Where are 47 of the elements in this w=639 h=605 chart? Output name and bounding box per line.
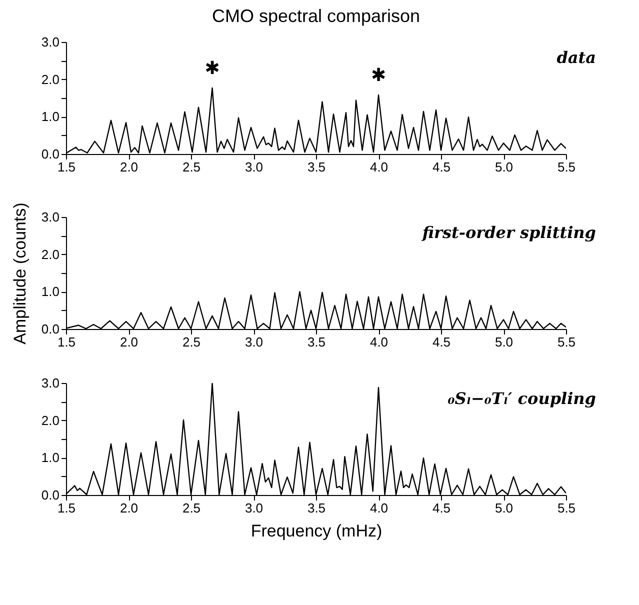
annotation: data xyxy=(556,48,596,67)
y-tick-label: 0.0 xyxy=(41,146,60,162)
y-tick-label: 1.0 xyxy=(41,450,60,466)
x-tick-label: 2.0 xyxy=(120,160,138,174)
x-tick-label: 2.0 xyxy=(120,334,138,350)
x-tick-label: 2.0 xyxy=(120,500,138,516)
x-axis-title: Frequency (mHz) xyxy=(250,522,382,540)
x-tick-label: 3.0 xyxy=(244,500,264,516)
x-tick-label: 5.0 xyxy=(494,500,514,516)
chart-title: CMO spectral comparison xyxy=(212,6,420,26)
y-tick-label: 1.0 xyxy=(41,109,60,124)
x-tick-label: 1.5 xyxy=(57,334,76,350)
x-tick-label: 1.5 xyxy=(57,500,76,516)
x-tick-label: 4.0 xyxy=(370,160,388,174)
x-tick-label: 3.5 xyxy=(307,334,326,350)
x-tick-label: 4.5 xyxy=(432,160,451,174)
y-tick-label: 3.0 xyxy=(41,210,60,224)
x-tick-label: 3.0 xyxy=(244,334,264,350)
y-tick-label: 0.0 xyxy=(41,488,60,502)
annotation: first-order splitting xyxy=(421,223,596,242)
y-tick-label: 2.0 xyxy=(41,72,60,87)
annotation: ✱ xyxy=(204,58,220,79)
y-tick-label: 2.0 xyxy=(41,246,60,262)
x-tick-label: 4.5 xyxy=(432,334,451,350)
y-tick-label: 2.0 xyxy=(41,412,60,428)
x-tick-label: 5.5 xyxy=(557,160,576,174)
x-tick-label: 1.5 xyxy=(57,160,76,174)
x-tick-label: 4.0 xyxy=(370,500,388,516)
x-tick-label: 5.5 xyxy=(557,334,576,350)
y-tick-label: 1.0 xyxy=(41,284,60,300)
annotation: ✱ xyxy=(370,65,386,86)
x-tick-label: 4.0 xyxy=(370,334,388,350)
x-tick-label: 5.0 xyxy=(494,334,514,350)
x-tick-label: 5.0 xyxy=(494,160,514,174)
x-tick-label: 3.5 xyxy=(307,500,326,516)
y-tick-label: 0.0 xyxy=(41,322,60,336)
x-tick-label: 2.5 xyxy=(182,500,201,516)
y-tick-label: 3.0 xyxy=(41,376,60,390)
annotation: ₀Sₗ−₀Tₗ′ coupling xyxy=(448,389,596,408)
x-tick-label: 2.5 xyxy=(182,160,201,174)
x-tick-label: 3.5 xyxy=(307,160,326,174)
x-tick-label: 3.0 xyxy=(244,160,264,174)
x-tick-label: 5.5 xyxy=(557,500,576,516)
x-tick-label: 2.5 xyxy=(182,334,201,350)
y-tick-label: 3.0 xyxy=(41,34,60,50)
x-tick-label: 4.5 xyxy=(432,500,451,516)
y-axis-title: Amplitude (counts) xyxy=(10,202,30,344)
